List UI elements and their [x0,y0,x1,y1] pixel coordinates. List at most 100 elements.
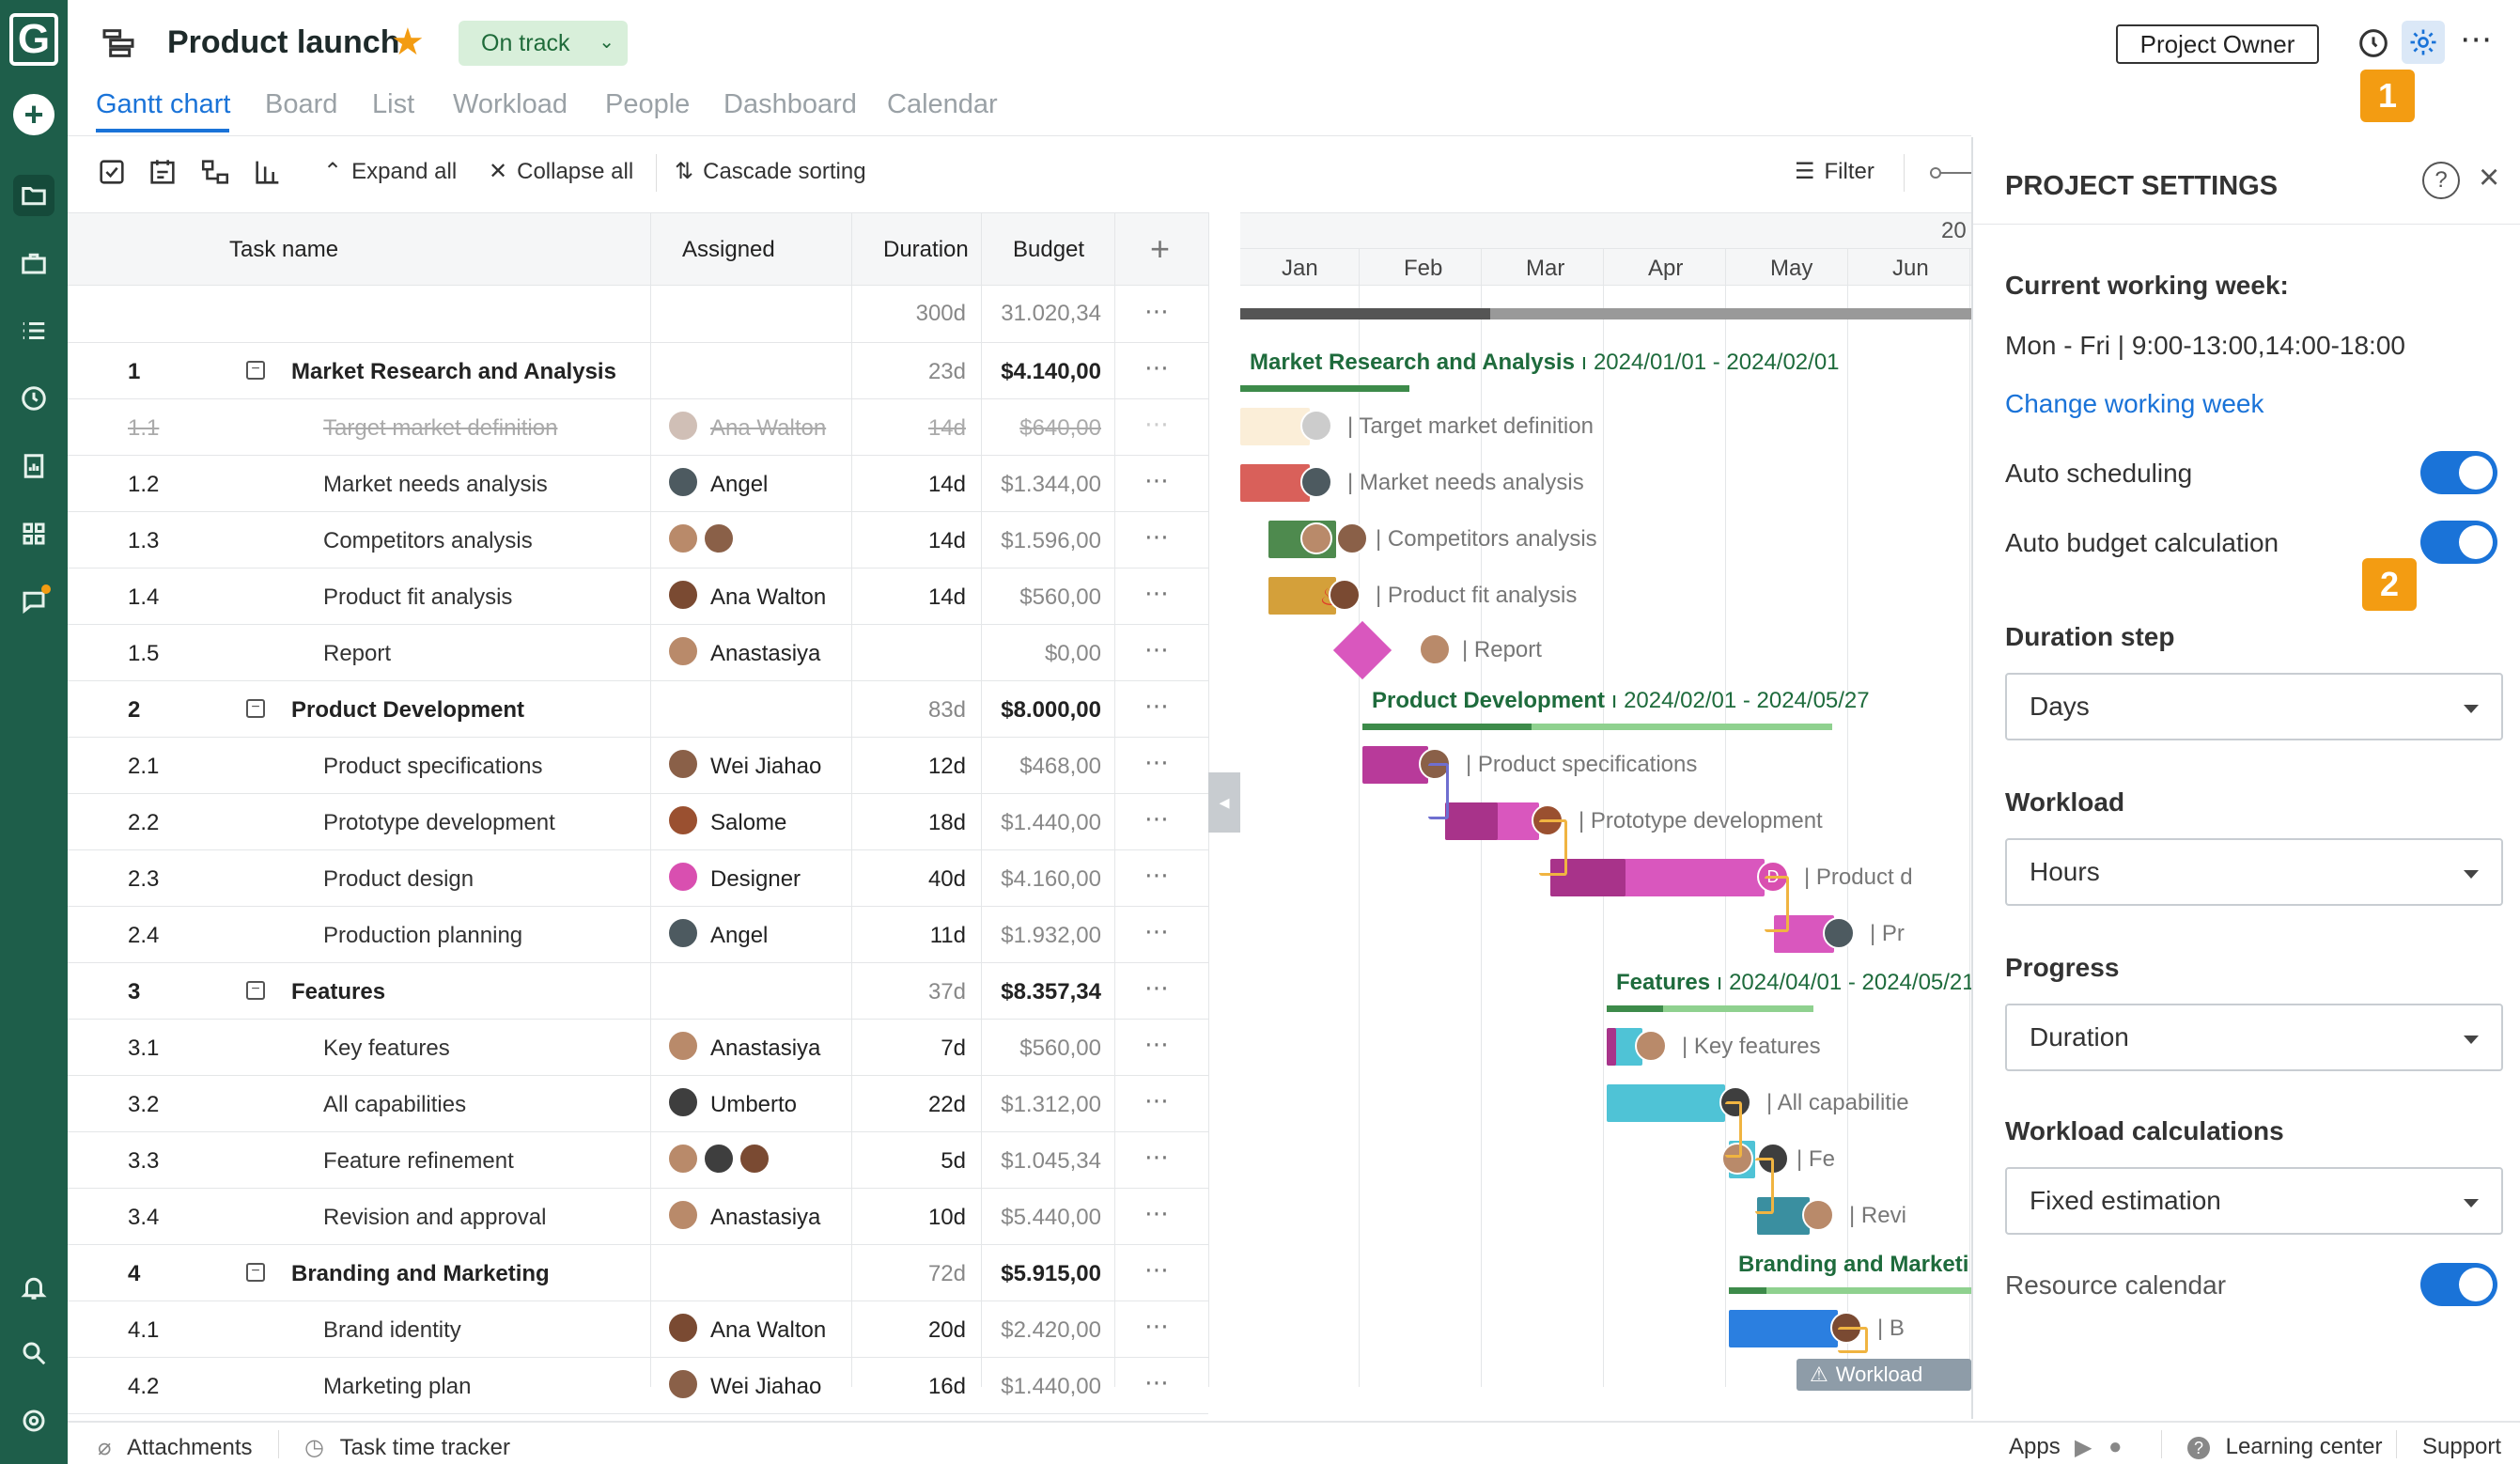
task-name[interactable]: Target market definition [323,415,558,441]
task-budget[interactable]: $640,00 [1019,415,1101,441]
hierarchy-icon[interactable] [199,156,231,188]
column-header-duration[interactable]: Duration [883,237,969,262]
tasks-list-icon[interactable] [13,310,54,351]
search-icon[interactable] [13,1332,54,1374]
collapse-grid-handle[interactable]: ◂ [1208,772,1240,833]
task-name[interactable]: Product design [323,866,474,892]
avatar[interactable] [1300,522,1332,554]
task-duration[interactable]: 14d [927,415,966,441]
task-time-tracker-button[interactable]: ◷ Task time tracker [304,1434,510,1461]
attachments-button[interactable]: ⌀ Attachments [98,1434,253,1461]
avatar[interactable] [1336,522,1368,554]
more-icon[interactable]: ⋯ [1144,1143,1170,1171]
more-icon[interactable]: ⋯ [1144,917,1170,945]
gantt-summary-label[interactable]: Market Research and Analysis ı 2024/01/0… [1250,350,1840,375]
avatar[interactable] [667,1199,699,1231]
learning-center-button[interactable]: ? Learning center [2187,1434,2382,1460]
apple-icon[interactable]: ● [2108,1434,2123,1459]
tab-calendar[interactable]: Calendar [887,89,998,119]
collapse-group-icon[interactable]: − [246,699,265,718]
gantt-summary-label[interactable]: Features ı 2024/04/01 - 2024/05/21 [1616,970,1975,995]
task-budget[interactable]: $4.160,00 [1001,866,1101,892]
collapse-group-icon[interactable]: − [246,361,265,380]
avatar[interactable] [1329,579,1361,611]
task-budget[interactable]: $560,00 [1019,1036,1101,1061]
tab-workload[interactable]: Workload [453,89,568,119]
task-budget[interactable]: $1.344,00 [1001,472,1101,497]
task-budget[interactable]: $5.440,00 [1001,1205,1101,1230]
tab-people[interactable]: People [605,89,691,119]
task-duration[interactable]: 11d [929,923,966,948]
add-icon[interactable]: + [13,94,54,135]
task-name[interactable]: Prototype development [323,810,555,835]
avatar[interactable] [1300,466,1332,498]
task-name[interactable]: Report [323,641,392,666]
task-duration[interactable]: 10d [927,1205,966,1230]
apps-grid-icon[interactable] [13,513,54,554]
task-budget[interactable]: $468,00 [1019,754,1101,779]
assignee-name[interactable]: Anastasiya [710,1036,821,1061]
gantt-task-bar[interactable] [1729,1310,1838,1347]
task-duration[interactable]: 18d [927,810,966,835]
task-name[interactable]: All capabilities [323,1092,467,1117]
task-name[interactable]: Product fit analysis [323,584,513,610]
assignee-name[interactable]: Anastasiya [710,1205,821,1230]
avatar[interactable] [667,1312,699,1344]
workload-chip[interactable]: ⚠ Workload [1797,1359,1971,1391]
task-duration[interactable]: 72d [927,1261,966,1286]
gantt-task-bar[interactable] [1268,577,1336,615]
more-icon[interactable]: ⋯ [1144,1086,1170,1114]
column-header-budget[interactable]: Budget [1013,237,1085,262]
change-working-week-link[interactable]: Change working week [2005,389,2264,418]
task-name[interactable]: Market needs analysis [323,472,548,497]
avatar[interactable] [667,466,699,498]
status-dropdown[interactable]: On track ⌄ [459,21,628,66]
task-duration[interactable]: 22d [927,1092,966,1117]
gantt-summary-label[interactable]: Product Development ı 2024/02/01 - 2024/… [1372,688,1870,713]
chat-icon[interactable] [13,581,54,622]
more-icon[interactable]: ⋯ [1144,804,1170,833]
auto-scheduling-toggle[interactable] [2420,451,2497,494]
group-name[interactable]: Market Research and Analysis [291,359,616,384]
task-budget[interactable]: $560,00 [1019,584,1101,610]
task-duration[interactable]: 7d [941,1036,966,1061]
help-icon[interactable]: ? [2422,162,2460,199]
assignee-name[interactable]: Angel [710,472,769,497]
collapse-group-icon[interactable]: − [246,1263,265,1282]
task-budget[interactable]: $1.932,00 [1001,923,1101,948]
task-name[interactable]: Feature refinement [323,1148,514,1174]
more-icon[interactable]: ⋯ [1144,410,1170,438]
task-duration[interactable]: 37d [927,979,966,1005]
duration-step-select[interactable]: Days [2005,673,2503,740]
gantt-task-bar[interactable] [1240,464,1310,502]
project-owner-button[interactable]: Project Owner [2116,24,2319,64]
avatar[interactable] [667,579,699,611]
history-icon[interactable] [2355,24,2392,62]
tab-gantt-chart[interactable]: Gantt chart [96,89,231,119]
auto-budget-toggle[interactable] [2420,521,2497,564]
task-budget[interactable]: $1.312,00 [1001,1092,1101,1117]
baseline-icon[interactable] [252,156,284,188]
assignee-name[interactable]: Umberto [710,1092,798,1117]
progress-select[interactable]: Duration [2005,1004,2503,1071]
avatar[interactable] [703,1143,735,1175]
avatar[interactable] [1719,1086,1751,1118]
workload-select[interactable]: Hours [2005,838,2503,906]
workload-calculations-select[interactable]: Fixed estimation [2005,1167,2503,1235]
checkbox-icon[interactable] [96,156,128,188]
avatar[interactable] [667,410,699,442]
more-icon[interactable]: ⋯ [1144,466,1170,494]
more-icon[interactable]: ⋯ [1144,579,1170,607]
avatar[interactable] [1721,1143,1753,1175]
milestone-diamond[interactable] [1332,620,1392,680]
task-duration[interactable]: 23d [927,359,966,384]
collapse-group-icon[interactable]: − [246,981,265,1000]
project-menu-icon[interactable] [100,24,137,62]
task-name[interactable]: Marketing plan [323,1374,472,1399]
more-icon[interactable]: ⋯ [1144,1030,1170,1058]
gantt-task-bar[interactable] [1757,1197,1810,1235]
more-icon[interactable]: ⋯ [1144,522,1170,551]
assignee-name[interactable]: Angel [710,923,769,948]
more-icon[interactable]: ⋯ [1144,1255,1170,1284]
gantt-task-bar[interactable] [1240,408,1310,445]
